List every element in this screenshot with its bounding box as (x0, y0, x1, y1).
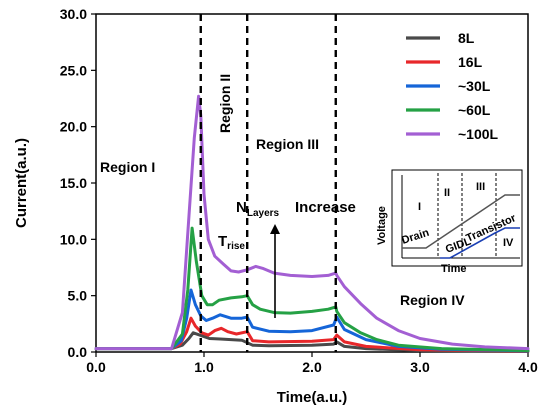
series-line-approx-60L (94, 226, 530, 353)
inset-x-axis-label: Time (441, 263, 466, 275)
inset-y-axis-label: Voltage (376, 206, 388, 245)
legend-label: 8L (458, 30, 475, 46)
inset-region-iii: III (476, 181, 485, 193)
x-tick-label: 1.0 (194, 359, 214, 375)
y-tick-label: 25.0 (60, 62, 87, 78)
y-axis-title: Current(a.u.) (13, 138, 30, 228)
region-ii-label: Region II (217, 74, 233, 133)
x-tick-label: 0.0 (86, 359, 106, 375)
region-iii-label: Region III (256, 136, 319, 152)
x-axis-title: Time(a.u.) (277, 389, 348, 406)
inset-region-ii: II (444, 187, 450, 199)
y-tick-label: 5.0 (68, 288, 88, 304)
legend-label: 16L (458, 54, 483, 70)
x-tick-label: 4.0 (518, 359, 538, 375)
y-tick-label: 10.0 (60, 231, 87, 247)
nlayers-increase-annotation: NLayers Increase (236, 199, 356, 318)
y-tick-label: 20.0 (60, 119, 87, 135)
inset-region-i: I (418, 201, 421, 213)
inset-frame (391, 169, 523, 267)
legend: 8L 16L ~30L ~60L ~100L (406, 30, 499, 142)
series-line-16L (94, 316, 530, 353)
nlayers-main: N (236, 199, 247, 216)
trise-subscript: rise (227, 241, 245, 252)
legend-label: ~100L (458, 126, 499, 142)
series-layer (94, 94, 530, 353)
inset-gidl-transistor-line (440, 227, 520, 259)
legend-label: ~60L (458, 102, 491, 118)
voltage-timing-inset: I II III IV Drain GIDL Transistor Voltag… (376, 169, 523, 275)
trise-annotation: Trise (218, 233, 245, 252)
svg-text:Trise: Trise (218, 233, 245, 252)
inset-drain-voltage-line (402, 194, 520, 249)
y-tick-label: 0.0 (68, 344, 88, 360)
trise-main: T (218, 233, 227, 250)
x-tick-label: 3.0 (410, 359, 430, 375)
region-boundaries (199, 14, 337, 352)
x-tick-label: 2.0 (302, 359, 322, 375)
series-line-approx-100L (94, 94, 530, 351)
region-i-label: Region I (100, 159, 155, 175)
series-line-8L (94, 331, 530, 353)
legend-label: ~30L (458, 78, 491, 94)
nlayers-subscript: Layers (247, 208, 280, 219)
svg-text:NLayers: NLayers (236, 199, 280, 219)
increase-label: Increase (295, 199, 356, 216)
axes: 0.0 5.0 10.0 15.0 20.0 25.0 30.0 0.0 1.0 2.0 3.0 4.… (13, 6, 538, 406)
y-tick-label: 30.0 (60, 6, 87, 22)
inset-region-iv: IV (503, 237, 514, 249)
series-line-approx-30L (94, 288, 530, 353)
region-iv-label: Region IV (400, 292, 465, 308)
y-tick-label: 15.0 (60, 175, 87, 191)
increase-arrow-head (270, 224, 280, 234)
